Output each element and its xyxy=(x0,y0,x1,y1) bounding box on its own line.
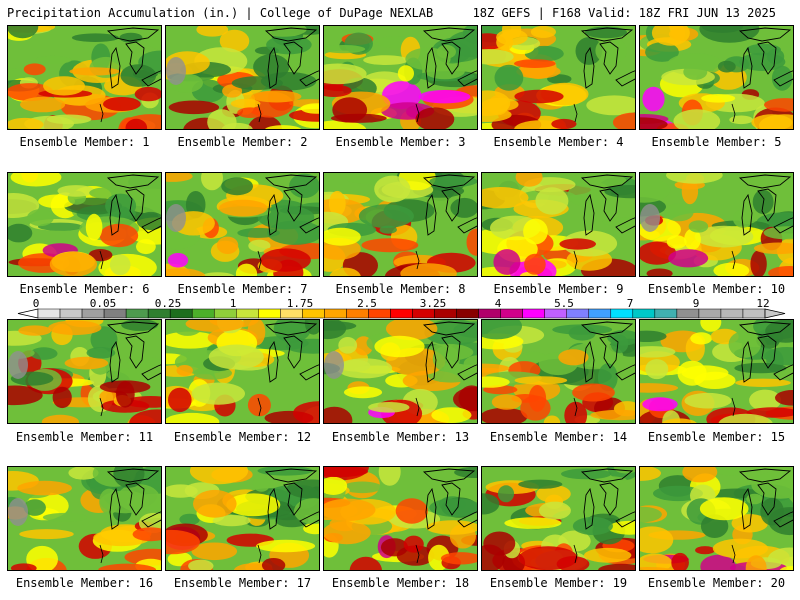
ensemble-member-label: Ensemble Member: 18 xyxy=(331,576,470,590)
ensemble-map-5 xyxy=(639,25,794,130)
ensemble-map-12 xyxy=(165,319,320,424)
ensemble-member-label: Ensemble Member: 16 xyxy=(15,576,154,590)
colorbar-swatch xyxy=(522,308,545,319)
colorbar-tick-label: 2.5 xyxy=(357,297,377,310)
colorbar-swatch xyxy=(368,308,391,319)
ensemble-map-17 xyxy=(165,466,320,571)
ensemble-member-label: Ensemble Member: 1 xyxy=(19,135,150,149)
colorbar-swatch xyxy=(59,308,83,319)
colorbar-left-arrow xyxy=(17,308,39,319)
ensemble-map-8 xyxy=(323,172,478,277)
colorbar-swatch xyxy=(37,308,61,319)
colorbar-swatch xyxy=(258,308,281,319)
colorbar-right-arrow xyxy=(764,308,786,319)
colorbar-swatch xyxy=(610,308,634,319)
colorbar-swatch xyxy=(412,308,435,319)
colorbar-tick-label: 0.05 xyxy=(89,297,117,310)
ensemble-member-label: Ensemble Member: 2 xyxy=(177,135,308,149)
ensemble-member-label: Ensemble Member: 9 xyxy=(493,282,624,296)
ensemble-member-label: Ensemble Member: 10 xyxy=(647,282,786,296)
ensemble-member-label: Ensemble Member: 4 xyxy=(493,135,624,149)
ensemble-member-label: Ensemble Member: 15 xyxy=(647,430,786,444)
colorbar-swatch xyxy=(632,308,656,319)
colorbar-tick-label: 7 xyxy=(626,297,634,310)
colorbar-swatch xyxy=(544,308,567,319)
colorbar-swatch xyxy=(566,308,590,319)
colorbar-tick-label: 9 xyxy=(692,297,700,310)
map-title: Precipitation Accumulation (in.) | Colle… xyxy=(7,6,434,20)
colorbar-swatch xyxy=(169,308,193,319)
colorbar-tick-label: 0 xyxy=(32,297,40,310)
colorbar-swatch xyxy=(742,308,766,319)
colorbar-tick-label: 5.5 xyxy=(554,297,574,310)
ensemble-map-11 xyxy=(7,319,162,424)
ensemble-member-label: Ensemble Member: 20 xyxy=(647,576,786,590)
ensemble-map-9 xyxy=(481,172,636,277)
colorbar-tick-label: 0.25 xyxy=(154,297,182,310)
ensemble-member-label: Ensemble Member: 5 xyxy=(651,135,782,149)
colorbar-tick-label: 3.25 xyxy=(419,297,447,310)
ensemble-map-18 xyxy=(323,466,478,571)
colorbar-swatch xyxy=(698,308,722,319)
colorbar-swatch xyxy=(588,308,612,319)
colorbar-swatch xyxy=(147,308,171,319)
ensemble-map-15 xyxy=(639,319,794,424)
colorbar-swatch xyxy=(302,308,325,319)
colorbar-tick-label: 4 xyxy=(494,297,502,310)
ensemble-map-4 xyxy=(481,25,636,130)
colorbar-swatch xyxy=(213,308,237,319)
colorbar-swatch xyxy=(81,308,105,319)
colorbar-swatch xyxy=(236,308,259,319)
ensemble-member-label: Ensemble Member: 12 xyxy=(173,430,312,444)
colorbar-swatch xyxy=(324,308,347,319)
colorbar-swatch xyxy=(434,308,457,319)
ensemble-map-16 xyxy=(7,466,162,571)
colorbar-swatch xyxy=(456,308,479,319)
colorbar-tick-label: 12 xyxy=(756,297,770,310)
ensemble-map-10 xyxy=(639,172,794,277)
ensemble-map-3 xyxy=(323,25,478,130)
colorbar-swatch xyxy=(125,308,149,319)
ensemble-map-14 xyxy=(481,319,636,424)
colorbar-swatch xyxy=(280,308,303,319)
ensemble-map-7 xyxy=(165,172,320,277)
ensemble-map-20 xyxy=(639,466,794,571)
ensemble-map-1 xyxy=(7,25,162,130)
ensemble-member-label: Ensemble Member: 13 xyxy=(331,430,470,444)
ensemble-map-6 xyxy=(7,172,162,277)
colorbar-swatch xyxy=(676,308,700,319)
colorbar-swatch xyxy=(191,308,215,319)
ensemble-map-13 xyxy=(323,319,478,424)
colorbar-swatch xyxy=(478,308,501,319)
ensemble-member-label: Ensemble Member: 19 xyxy=(489,576,628,590)
colorbar-swatch xyxy=(103,308,127,319)
colorbar-swatch xyxy=(654,308,678,319)
colorbar-swatch xyxy=(390,308,413,319)
colorbar-swatch xyxy=(720,308,744,319)
ensemble-member-label: Ensemble Member: 8 xyxy=(335,282,466,296)
ensemble-member-label: Ensemble Member: 6 xyxy=(19,282,150,296)
ensemble-member-label: Ensemble Member: 7 xyxy=(177,282,308,296)
colorbar-tick-label: 1.75 xyxy=(286,297,314,310)
ensemble-map-19 xyxy=(481,466,636,571)
ensemble-member-label: Ensemble Member: 3 xyxy=(335,135,466,149)
colorbar-swatch xyxy=(346,308,369,319)
colorbar-swatch xyxy=(500,308,523,319)
ensemble-map-2 xyxy=(165,25,320,130)
ensemble-member-label: Ensemble Member: 11 xyxy=(15,430,154,444)
ensemble-member-label: Ensemble Member: 17 xyxy=(173,576,312,590)
ensemble-member-label: Ensemble Member: 14 xyxy=(489,430,628,444)
colorbar-tick-label: 1 xyxy=(229,297,237,310)
model-run-info: 18Z GEFS | F168 Valid: 18Z FRI JUN 13 20… xyxy=(472,6,776,20)
